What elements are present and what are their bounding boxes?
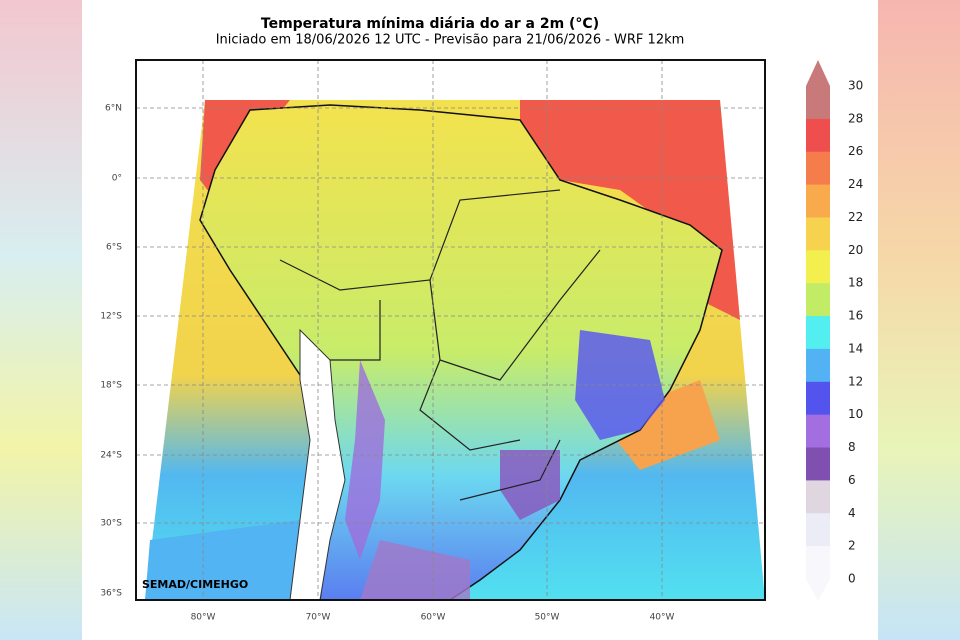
- colorbar-segment: [806, 348, 830, 383]
- colorbar-label: 8: [848, 440, 856, 454]
- title: Temperatura mínima diária do ar a 2m (°C…: [261, 16, 599, 32]
- colorbar-label: 0: [848, 572, 856, 586]
- colorbar-top-arrow: [806, 60, 830, 86]
- warm-ocean: [520, 100, 740, 320]
- background-right: [878, 0, 960, 640]
- colorbar-segment: [806, 480, 830, 514]
- grid: [136, 60, 765, 600]
- colorbar-label: 14: [848, 341, 863, 355]
- colorbar-segment: [806, 513, 830, 547]
- lat-label: 0°: [112, 174, 122, 184]
- lat-label: 18°S: [100, 381, 122, 391]
- colorbar-segment: [806, 546, 830, 580]
- lat-labels: 6°N 0° 6°S 12°S 18°S 24°S 30°S 36°S: [100, 104, 122, 599]
- lat-label: 6°S: [106, 243, 122, 253]
- colorbar-label: 26: [848, 144, 863, 158]
- lat-label: 12°S: [100, 312, 122, 322]
- colorbar-segment: [806, 447, 830, 481]
- lat-label: 36°S: [100, 589, 122, 599]
- colorbar-segment: [806, 414, 830, 449]
- colorbar-label: 22: [848, 210, 863, 224]
- colorbar-segment: [806, 151, 830, 186]
- warm-atlantic: [600, 380, 720, 470]
- colorbar-label: 12: [848, 374, 863, 388]
- lat-label: 30°S: [100, 519, 122, 529]
- colorbar-segment: [806, 118, 830, 153]
- lat-label: 24°S: [100, 451, 122, 461]
- lon-label: 60°W: [421, 613, 446, 623]
- credit: SEMAD/CIMEHGO: [142, 578, 248, 591]
- colorbar-label: 16: [848, 309, 863, 323]
- map-frame: [135, 59, 766, 601]
- colorbar-label: 2: [848, 539, 856, 553]
- colorbar-label: 4: [848, 506, 856, 520]
- colorbar-label: 28: [848, 111, 863, 125]
- colorbar-segment: [806, 381, 830, 416]
- colorbar-segment: [806, 86, 830, 120]
- cold-andes: [345, 360, 385, 560]
- colorbar-bottom-arrow: [806, 579, 830, 601]
- subtitle: Iniciado em 18/06/2026 12 UTC - Previsão…: [216, 33, 685, 48]
- map: SEMAD/CIMEHGO: [136, 60, 765, 600]
- colorbar-segment: [806, 217, 830, 251]
- cool-pacific: [145, 520, 330, 600]
- colorbar-segment: [806, 250, 830, 284]
- colorbar-segment: [806, 283, 830, 317]
- colorbar-segment: [806, 316, 830, 350]
- colorbar-label: 24: [848, 177, 863, 191]
- cold-south: [500, 450, 560, 520]
- cold-patagonia: [360, 540, 470, 600]
- colorbar-label: 30: [848, 79, 863, 93]
- lon-label: 70°W: [306, 613, 331, 623]
- andes: [289, 328, 346, 600]
- lon-label: 80°W: [191, 613, 216, 623]
- colorbar-segment: [806, 184, 830, 218]
- lon-labels: 80°W 70°W 60°W 50°W 40°W: [191, 613, 675, 623]
- colorbar-label: 6: [848, 473, 856, 487]
- colorbar-label: 10: [848, 407, 863, 421]
- colorbar-label: 20: [848, 243, 863, 257]
- lat-label: 6°N: [105, 104, 122, 114]
- lon-label: 50°W: [535, 613, 560, 623]
- background-left: [0, 0, 82, 640]
- lon-label: 40°W: [650, 613, 675, 623]
- colorbar-label: 18: [848, 276, 863, 290]
